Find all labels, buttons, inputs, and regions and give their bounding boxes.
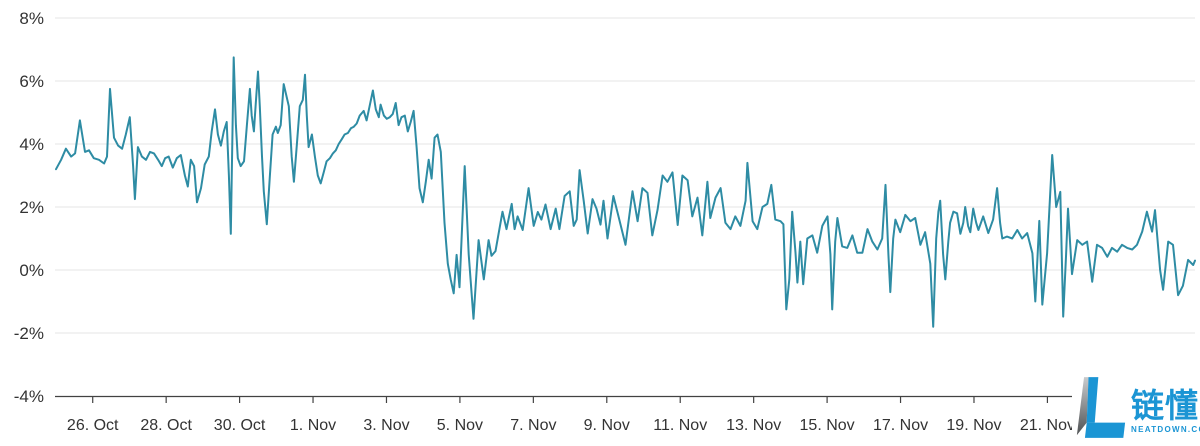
brand-name: 链懂 <box>1131 387 1199 424</box>
y-axis-label: 0% <box>19 261 44 280</box>
logo-blue-bar <box>1086 377 1099 423</box>
logo-blue-foot <box>1084 422 1126 438</box>
neatdown-watermark: 链懂 NEATDOWN.COM <box>1072 366 1200 446</box>
x-axis-label: 7. Nov <box>510 417 556 434</box>
x-axis-label: 11. Nov <box>653 417 707 434</box>
x-axis-label: 3. Nov <box>363 417 409 434</box>
x-axis-label: 13. Nov <box>726 417 781 434</box>
y-axis-label: -2% <box>14 324 44 343</box>
x-axis-label: 19. Nov <box>946 417 1001 434</box>
x-axis-label: 26. Oct <box>67 417 119 434</box>
x-axis-label: 5. Nov <box>437 417 483 434</box>
x-axis-label: 15. Nov <box>800 417 855 434</box>
x-axis-label: 17. Nov <box>873 417 928 434</box>
x-axis-label: 21. Nov <box>1020 417 1075 434</box>
y-axis-label: -4% <box>14 387 44 406</box>
watermark-text: 链懂 NEATDOWN.COM <box>1131 389 1200 442</box>
x-axis-label: 9. Nov <box>584 417 630 434</box>
series-line <box>55 56 1196 328</box>
x-axis-label: 28. Oct <box>140 417 192 434</box>
y-axis-label: 2% <box>19 198 44 217</box>
x-axis-label: 1. Nov <box>290 417 336 434</box>
y-axis-label: 6% <box>19 72 44 91</box>
neatdown-logo-icon <box>1076 377 1126 438</box>
logo-gray-wedge <box>1076 377 1089 436</box>
y-axis-label: 4% <box>19 135 44 154</box>
brand-domain: NEATDOWN.COM <box>1131 425 1200 434</box>
x-axis-label: 30. Oct <box>214 417 266 434</box>
y-axis-label: 8% <box>19 9 44 28</box>
